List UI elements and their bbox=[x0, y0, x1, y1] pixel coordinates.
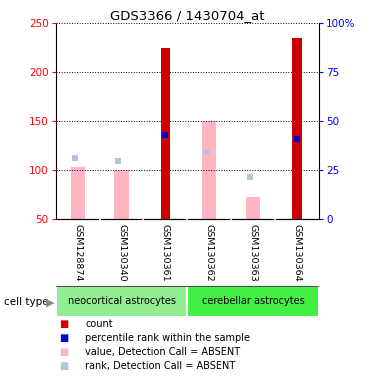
Text: ■: ■ bbox=[59, 361, 69, 371]
Text: GSM130340: GSM130340 bbox=[117, 223, 126, 281]
Bar bbox=[246, 197, 260, 219]
Text: GSM130362: GSM130362 bbox=[205, 223, 214, 281]
Text: neocortical astrocytes: neocortical astrocytes bbox=[68, 296, 175, 306]
Bar bbox=[56, 286, 187, 317]
Text: ▶: ▶ bbox=[46, 297, 55, 307]
Text: percentile rank within the sample: percentile rank within the sample bbox=[85, 333, 250, 343]
Bar bbox=[70, 167, 85, 219]
Bar bbox=[292, 38, 302, 219]
Text: GSM130364: GSM130364 bbox=[293, 223, 302, 281]
Text: ■: ■ bbox=[59, 333, 69, 343]
Text: value, Detection Call = ABSENT: value, Detection Call = ABSENT bbox=[85, 347, 240, 357]
Bar bbox=[202, 121, 216, 219]
Bar bbox=[115, 170, 128, 219]
Bar bbox=[161, 48, 170, 219]
Text: ■: ■ bbox=[59, 347, 69, 357]
Text: GSM130361: GSM130361 bbox=[161, 223, 170, 281]
Text: count: count bbox=[85, 319, 113, 329]
Text: rank, Detection Call = ABSENT: rank, Detection Call = ABSENT bbox=[85, 361, 236, 371]
Text: GSM128874: GSM128874 bbox=[73, 224, 82, 281]
Text: ■: ■ bbox=[59, 319, 69, 329]
Title: GDS3366 / 1430704_at: GDS3366 / 1430704_at bbox=[110, 9, 265, 22]
Text: cell type: cell type bbox=[4, 297, 48, 307]
Bar bbox=[187, 286, 319, 317]
Text: GSM130363: GSM130363 bbox=[249, 223, 258, 281]
Text: cerebellar astrocytes: cerebellar astrocytes bbox=[202, 296, 305, 306]
